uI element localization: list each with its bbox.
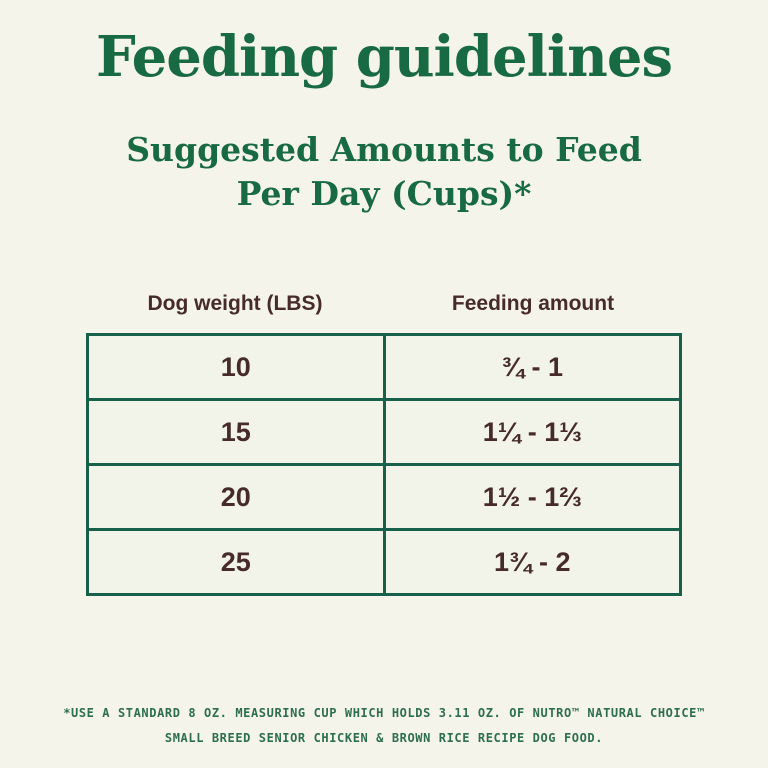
table-row: 25 1¾ - 2 xyxy=(86,528,682,596)
subtitle-line-2: Per Day (Cups)* xyxy=(236,174,532,213)
table-row: 15 1¼ - 1⅓ xyxy=(86,398,682,466)
feeding-amount-cell: 1½ - 1⅔ xyxy=(382,463,682,531)
subtitle-line-1: Suggested Amounts to Feed xyxy=(126,130,642,169)
page-subtitle: Suggested Amounts to Feed Per Day (Cups)… xyxy=(0,128,768,216)
feeding-amount-cell: 1¾ - 2 xyxy=(382,528,682,596)
page-title: Feeding guidelines xyxy=(95,24,673,90)
footnote-line-1: *USE A STANDARD 8 OZ. MEASURING CUP WHIC… xyxy=(63,706,705,720)
dog-weight-cell: 15 xyxy=(86,398,386,466)
footnote: *USE A STANDARD 8 OZ. MEASURING CUP WHIC… xyxy=(0,701,768,751)
dog-weight-cell: 25 xyxy=(86,528,386,596)
footnote-line-2: SMALL BREED SENIOR CHICKEN & BROWN RICE … xyxy=(164,731,604,745)
column-header-dog-weight: Dog weight (LBS) xyxy=(147,292,323,315)
dog-weight-cell: 10 xyxy=(86,333,386,401)
column-header-feeding-amount: Feeding amount xyxy=(451,292,615,315)
dog-weight-cell: 20 xyxy=(86,463,386,531)
feeding-guidelines-table: 10 ¾ - 1 15 1¼ - 1⅓ 20 1½ - 1⅔ 25 1¾ - 2 xyxy=(86,333,682,596)
feeding-amount-cell: ¾ - 1 xyxy=(382,333,682,401)
feeding-amount-cell: 1¼ - 1⅓ xyxy=(382,398,682,466)
table-row: 20 1½ - 1⅔ xyxy=(86,463,682,531)
table-row: 10 ¾ - 1 xyxy=(86,333,682,401)
table-column-headers: Dog weight (LBS) Feeding amount xyxy=(86,292,682,316)
